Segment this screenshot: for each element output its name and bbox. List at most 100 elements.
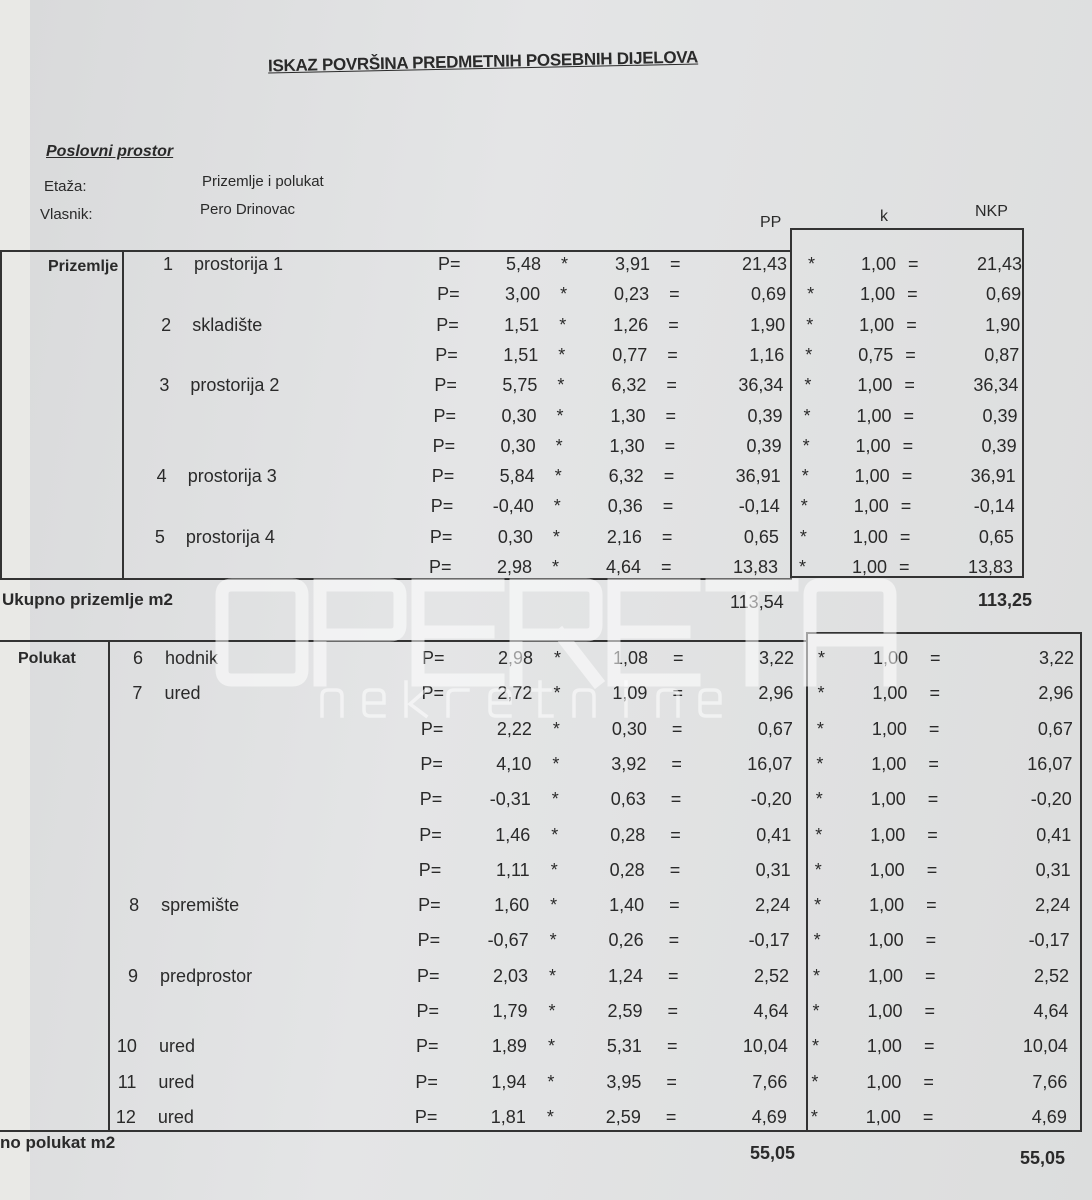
- multiply-sign: *: [814, 895, 822, 916]
- multiply-sign: *: [805, 344, 813, 365]
- table-row: 9 predprostor P= 2,03 * 1,24 = 2,52 * 1,00 = 2,52: [0, 966, 1092, 996]
- nkp-value: 2,52: [1034, 965, 1070, 986]
- dimension-b: 3,92: [611, 753, 647, 774]
- formula-prefix: P=: [434, 375, 457, 396]
- table-row: 3 prostorija 2 P= 5,75 * 6,32 = 36,34 * 1,00 = 36,3…: [0, 375, 1092, 405]
- k-coefficient: 1,00: [860, 254, 896, 274]
- room-number: 11: [117, 1071, 137, 1092]
- equals-sign: =: [670, 789, 682, 810]
- dimension-b: 0,36: [607, 496, 643, 517]
- room-name: prostorija 2: [190, 375, 280, 396]
- formula-prefix: P=: [431, 466, 455, 487]
- prizemlje-label: Prizemlje: [48, 258, 119, 275]
- nkp-value: 2,24: [1035, 895, 1071, 916]
- pp-value: 7,66: [752, 1071, 788, 1092]
- equals-sign: =: [928, 718, 940, 739]
- multiply-sign: *: [799, 526, 807, 547]
- pp-value: 0,31: [755, 859, 791, 880]
- multiply-sign: *: [555, 435, 563, 456]
- equals-sign: =: [930, 648, 941, 668]
- equals-sign: =: [665, 405, 677, 426]
- k-coefficient: 1,00: [868, 965, 904, 986]
- room-name: hodnik: [165, 648, 219, 668]
- multiply-sign: *: [811, 1071, 819, 1092]
- multiply-sign: *: [814, 859, 822, 880]
- equals-sign: =: [923, 1071, 934, 1092]
- formula-prefix: P=: [420, 753, 443, 774]
- k-coefficient: 1,00: [856, 405, 892, 426]
- equals-sign: =: [670, 824, 681, 845]
- multiply-sign: *: [813, 930, 821, 951]
- nkp-value: 0,39: [981, 435, 1017, 456]
- table-row: P= 2,22 * 0,30 = 0,67 * 1,00 = 0,67: [0, 719, 1092, 749]
- table-row: P= 0,30 * 1,30 = 0,39 * 1,00 = 0,39: [0, 436, 1092, 466]
- dimension-a: 5,84: [499, 466, 535, 487]
- k-coefficient: 1,00: [872, 683, 908, 704]
- formula-prefix: P=: [418, 859, 442, 880]
- dimension-a: 2,22: [496, 718, 532, 739]
- multiply-sign: *: [552, 557, 560, 577]
- multiply-sign: *: [550, 895, 558, 916]
- formula-prefix: P=: [419, 824, 442, 845]
- pp-value: 2,96: [758, 683, 794, 704]
- dimension-b: 0,28: [609, 859, 645, 880]
- table-row: P= -0,40 * 0,36 = -0,14 * 1,00 = -0,14: [0, 496, 1092, 526]
- multiply-sign: *: [807, 284, 815, 305]
- prizemlje-nkp-frame: [790, 228, 1024, 578]
- column-header-pp: PP: [760, 214, 782, 231]
- dimension-a: 0,30: [497, 526, 533, 547]
- k-coefficient: 1,00: [852, 526, 888, 547]
- equals-sign: =: [661, 526, 673, 547]
- room-number: 12: [115, 1106, 136, 1127]
- pp-value: 10,04: [742, 1036, 788, 1057]
- table-row: 12 ured P= 1,81 * 2,59 = 4,69 * 1,00 = 4,69: [0, 1107, 1092, 1137]
- equals-sign: =: [665, 1106, 677, 1127]
- equals-sign: =: [670, 254, 681, 274]
- equals-sign: =: [900, 496, 912, 517]
- pp-value: 0,41: [756, 824, 792, 845]
- equals-sign: =: [907, 284, 918, 305]
- dimension-b: 0,30: [611, 718, 647, 739]
- k-coefficient: 1,00: [871, 718, 907, 739]
- dimension-a: 1,89: [491, 1036, 527, 1057]
- k-coefficient: 1,00: [853, 496, 889, 517]
- k-coefficient: 1,00: [866, 1071, 902, 1092]
- formula-prefix: P=: [417, 930, 441, 951]
- nkp-value: 0,67: [1037, 718, 1073, 739]
- nkp-value: 0,39: [982, 405, 1018, 426]
- equals-sign: =: [901, 466, 913, 487]
- room-number: 4: [156, 466, 167, 487]
- pp-value: 0,65: [743, 526, 779, 547]
- formula-prefix: P=: [414, 1106, 438, 1127]
- equals-sign: =: [925, 930, 937, 951]
- dimension-b: 2,59: [605, 1106, 641, 1127]
- dimension-b: 6,32: [608, 466, 644, 487]
- nkp-value: 36,91: [970, 466, 1016, 487]
- formula-prefix: P=: [436, 314, 459, 335]
- formula-prefix: P=: [417, 965, 440, 986]
- multiply-sign: *: [806, 314, 814, 335]
- multiply-sign: *: [548, 1001, 556, 1021]
- multiply-sign: *: [558, 344, 566, 365]
- multiply-sign: *: [549, 930, 557, 951]
- multiply-sign: *: [549, 965, 557, 986]
- equals-sign: =: [667, 1001, 679, 1021]
- equals-sign: =: [666, 1036, 678, 1057]
- pp-value: 21,43: [741, 254, 787, 274]
- table-row: P= -0,67 * 0,26 = -0,17 * 1,00 = -0,17: [0, 930, 1092, 960]
- room-number: 2: [161, 314, 172, 335]
- vlasnik-value: Pero Drinovac: [200, 201, 296, 218]
- equals-sign: =: [666, 1071, 677, 1092]
- equals-sign: =: [903, 405, 915, 426]
- pp-value: 13,83: [732, 557, 778, 577]
- multiply-sign: *: [553, 496, 561, 517]
- dimension-b: 0,77: [612, 344, 648, 365]
- dimension-b: 1,26: [613, 314, 649, 335]
- equals-sign: =: [669, 284, 680, 305]
- prizemlje-total-nkp: 113,25: [978, 590, 1033, 610]
- dimension-b: 3,91: [614, 254, 650, 274]
- table-row: P= 0,30 * 1,30 = 0,39 * 1,00 = 0,39: [0, 406, 1092, 436]
- pp-value: -0,20: [750, 789, 792, 810]
- dimension-b: 3,95: [606, 1071, 642, 1092]
- formula-prefix: P=: [429, 526, 453, 547]
